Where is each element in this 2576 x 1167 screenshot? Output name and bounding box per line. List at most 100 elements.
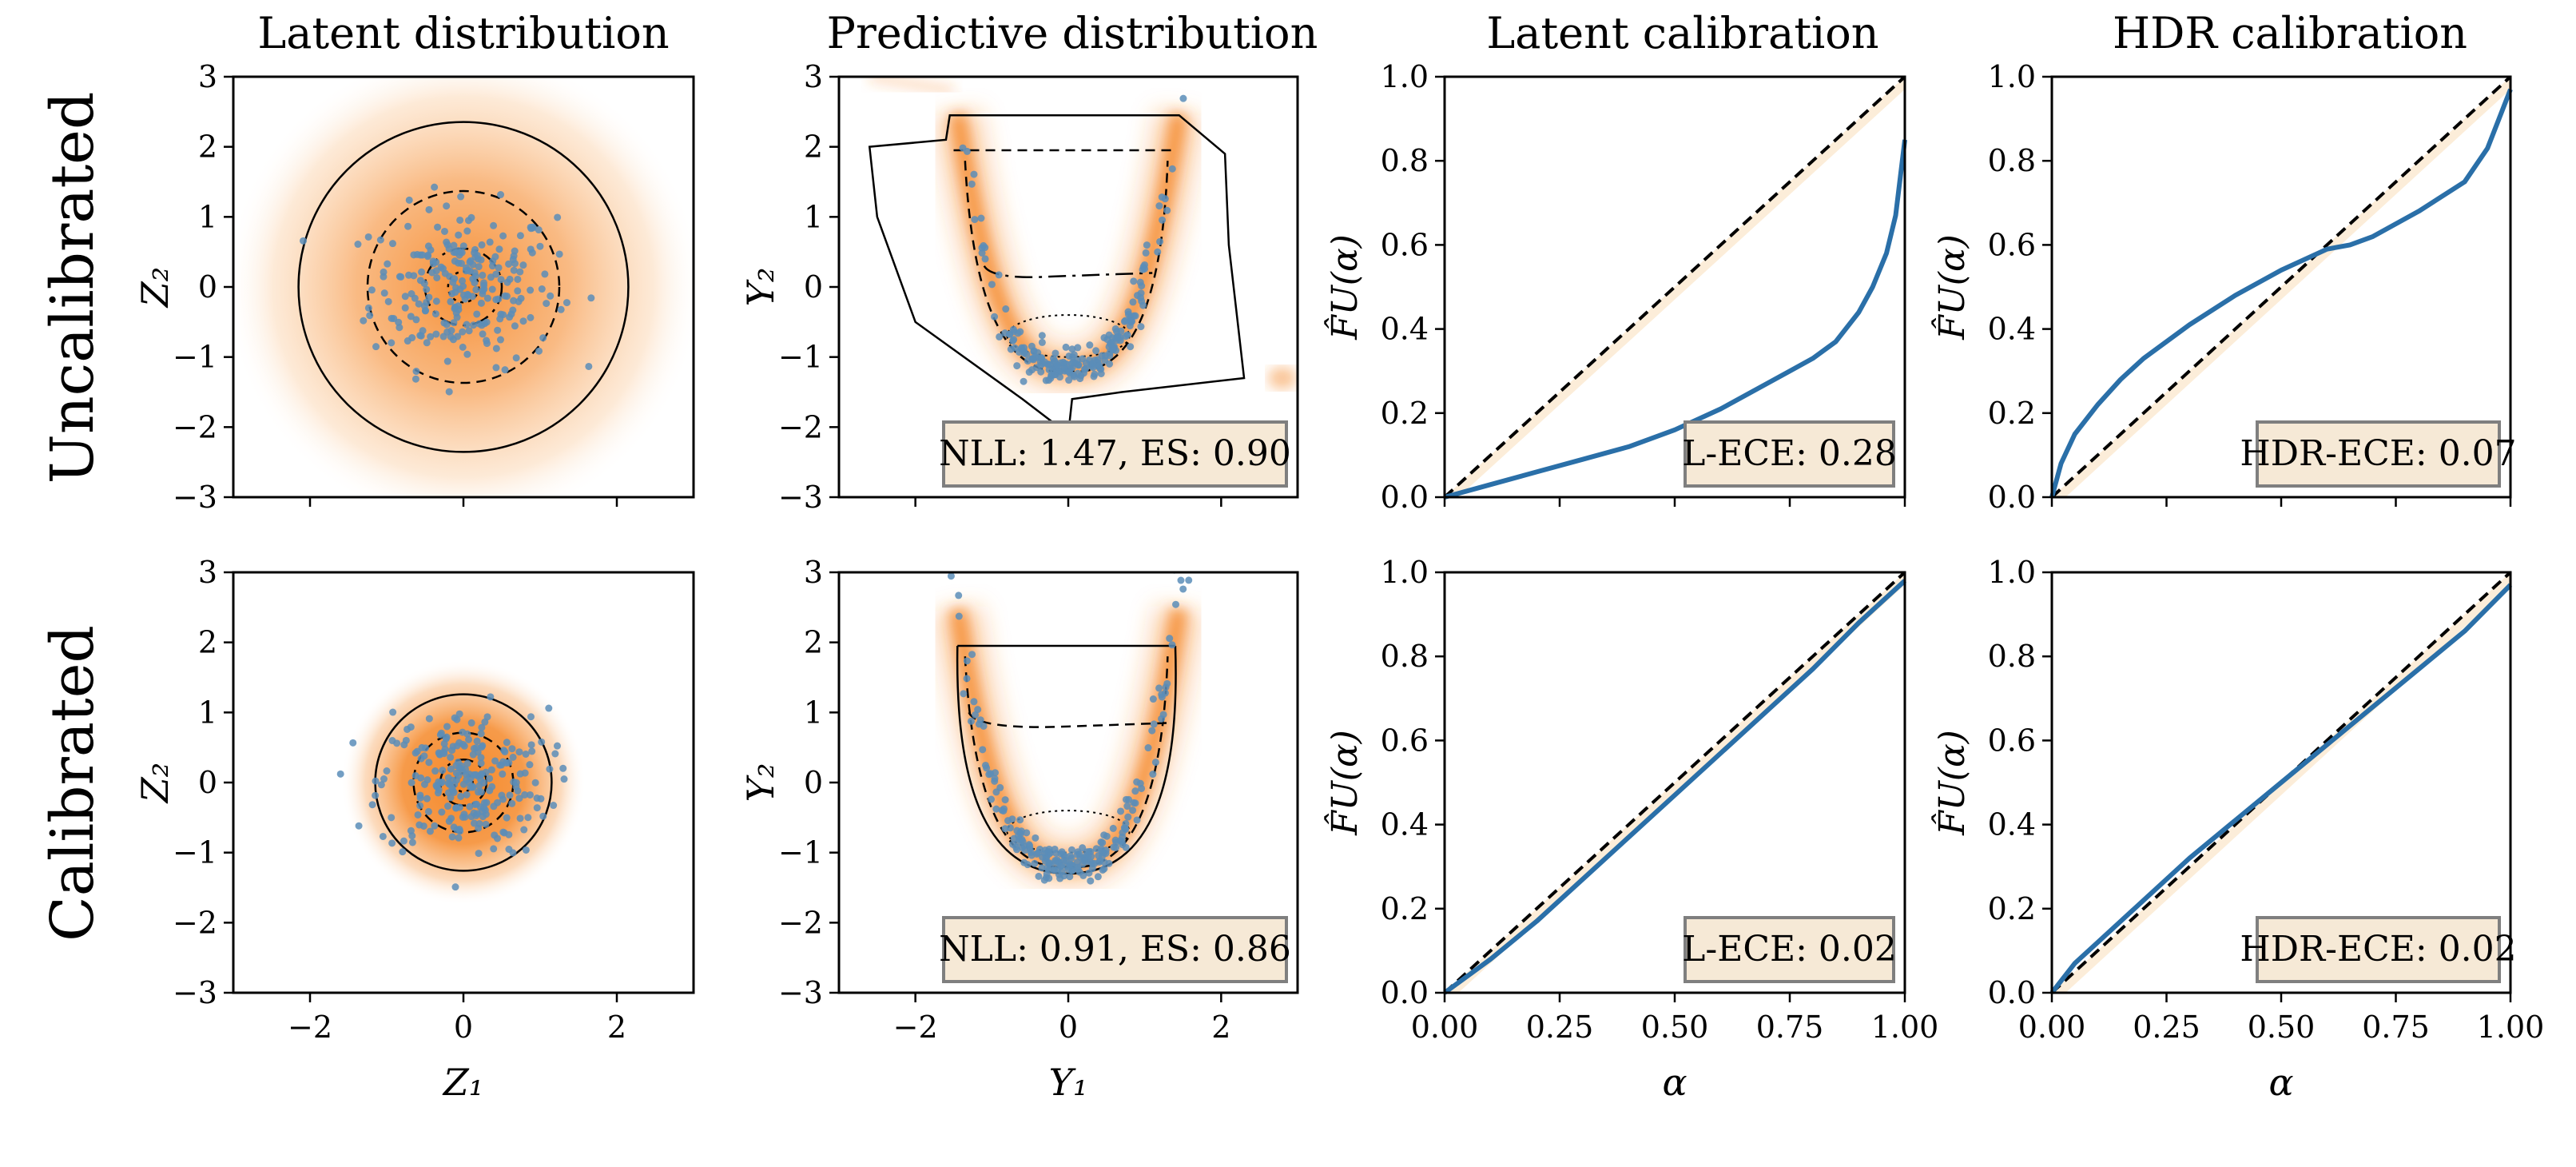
panel-r0-c0-point xyxy=(496,315,504,323)
panel-r0-c0-point xyxy=(471,249,479,257)
panel-r1-c3-xtick-label: 0.00 xyxy=(2018,1010,2086,1045)
panel-r0-c1-point xyxy=(1038,332,1046,340)
panel-r0-c0-point xyxy=(490,221,498,229)
panel-r1-c2-diagonal xyxy=(1443,571,1906,994)
panel-r0-c3-ytick-label: 0.2 xyxy=(1988,396,2036,431)
panel-r1-c1-xlabel: Y₁ xyxy=(1049,1061,1088,1104)
row-label-calibrated: Calibrated xyxy=(38,625,107,942)
panel-r0-c2-ytick-label: 0.2 xyxy=(1381,396,1429,431)
panel-r0-c0-point xyxy=(396,324,403,332)
panel-r0-c0-point xyxy=(510,297,518,305)
panel-r0-c1-ylabel: Y₂ xyxy=(739,268,782,307)
panel-r0-c0-point xyxy=(420,280,428,288)
panel-r1-c0-point xyxy=(473,810,481,818)
panel-r0-c0-point xyxy=(483,318,491,326)
panel-r1-c1-point xyxy=(1035,872,1043,880)
panel-r1-c3-annotation-box xyxy=(2256,916,2501,983)
panel-r1-c0-point xyxy=(408,832,416,840)
panel-r0-c2-ytick-label: 0.8 xyxy=(1381,143,1429,178)
panel-r0-c3-annotation: HDR-ECE: 0.07 xyxy=(2240,433,2516,474)
panel-r0-c1-point xyxy=(1002,305,1010,313)
panel-r0-c1-point xyxy=(1056,373,1064,381)
panel-r1-c0: −2 0 2 −3 −2 −1 0 1 2 3 Z₁ Z₂ xyxy=(133,555,695,1104)
panel-r1-c0-point xyxy=(415,821,423,829)
panel-r0-c1-contour-outer xyxy=(868,114,1246,436)
panel-r1-c2-ytick-label: 1.0 xyxy=(1381,555,1429,590)
panel-r0-c1-point xyxy=(991,313,999,321)
panel-r1-c0-point xyxy=(455,710,463,718)
panel-r1-c0-point xyxy=(444,774,452,782)
panel-r0-c3-ytick-label: 0.8 xyxy=(1988,143,2036,178)
panel-r1-c0-point xyxy=(531,779,539,787)
panel-r1-c1-annotation: NLL: 0.91, ES: 0.86 xyxy=(939,929,1291,970)
panel-r1-c0-point xyxy=(538,738,546,746)
panel-r0-c0-contour xyxy=(447,270,480,304)
panel-r0-c0-point xyxy=(506,313,514,321)
panel-r0-c0-point xyxy=(496,336,504,344)
panel-r0-c0-point xyxy=(563,299,570,307)
panel-r0-c1-point xyxy=(1106,360,1114,368)
panel-r0-c0-contour xyxy=(366,189,561,384)
panel-r1-c1-point xyxy=(972,711,980,719)
panel-r0-c0-point xyxy=(538,285,546,293)
panel-r1-c0-point xyxy=(450,823,458,831)
panel-r0-c0-point xyxy=(488,285,496,293)
panel-r1-c1-point xyxy=(960,690,968,698)
panel-r0-c1-point xyxy=(1155,202,1163,210)
panel-r0-c0-point xyxy=(495,264,503,272)
panel-r0-c0-point xyxy=(467,257,475,265)
panel-r0-c1-point xyxy=(1159,216,1167,224)
panel-r0-c0-point xyxy=(451,275,459,283)
panel-r1-c1-point xyxy=(1088,859,1096,867)
panel-r0-c1-point xyxy=(1020,377,1028,385)
panel-r0-c0-point xyxy=(539,334,547,342)
panel-r0-c1-point xyxy=(1179,94,1187,102)
panel-r1-c3-diagonal xyxy=(2050,571,2512,994)
panel-r0-c0-point xyxy=(492,345,500,352)
panel-r1-c0-point xyxy=(512,783,520,791)
panel-r0-c0-point xyxy=(510,266,518,274)
panel-r0-c0-contour xyxy=(297,121,630,453)
panel-r0-c0-point xyxy=(479,330,487,338)
panel-r1-c1-point xyxy=(992,788,1000,796)
panel-r1-c2-xtick-label: 1.00 xyxy=(1871,1010,1939,1045)
panel-r0-c2-series-line xyxy=(1444,139,1907,500)
panel-r1-c0-point xyxy=(349,739,357,747)
panel-r0-c0-point xyxy=(412,316,420,324)
panel-r1-c2-ytick-label: 0.2 xyxy=(1381,891,1429,926)
panel-r1-c1-point xyxy=(1138,784,1146,792)
panel-r1-c0-point xyxy=(447,815,455,822)
panel-r1-c1-ytick-label: 2 xyxy=(804,625,823,660)
panel-r0-c2-ytick-label: 0.4 xyxy=(1381,312,1429,347)
panel-r1-c1-point xyxy=(1045,859,1053,867)
panel-r0-c0-point xyxy=(445,388,453,396)
panel-r1-c1-point xyxy=(1155,684,1163,692)
panel-r1-c1-point xyxy=(1045,845,1053,853)
panel-r0-c1-point xyxy=(1139,263,1147,271)
panel-r1-c2-xlabel: α xyxy=(1662,1061,1687,1104)
panel-r1-c0-xlabel: Z₁ xyxy=(442,1061,483,1104)
panel-r1-c0-ytick-label: 1 xyxy=(198,695,217,730)
panel-r1-c3-xtick-label: 0.25 xyxy=(2133,1010,2200,1045)
panel-r0-c0-point xyxy=(514,287,522,295)
panel-r0-c1-point xyxy=(1020,348,1028,356)
panel-r0-c0-point xyxy=(475,320,483,328)
panel-r1-c0-point xyxy=(527,741,535,749)
panel-r0-c1-point xyxy=(996,333,1004,341)
panel-r1-c0-point xyxy=(455,826,463,834)
panel-r1-c1-xtick-label: −2 xyxy=(893,1010,938,1045)
panel-r0-c1-point xyxy=(1095,362,1103,370)
panel-r1-c1-point xyxy=(1098,852,1106,860)
panel-r1-c0-point xyxy=(425,759,433,767)
panel-r0-c0-point xyxy=(483,294,491,302)
panel-r1-c2: 0.00 0.25 0.50 0.75 1.00 0.0 0.2 0.4 0.6 0.8 1.0 α F… xyxy=(1323,555,1938,1104)
panel-r1-c0-point xyxy=(479,742,487,750)
panel-r1-c0-point xyxy=(486,775,494,783)
panel-r0-c0-point xyxy=(455,305,463,313)
panel-r0-c1-annotation: NLL: 1.47, ES: 0.90 xyxy=(939,433,1291,474)
panel-r1-c1-point xyxy=(1066,873,1074,881)
panel-r0-c0-point xyxy=(443,202,451,210)
panel-r1-c0-point xyxy=(383,767,391,775)
panel-r1-c0-ytick-label: 0 xyxy=(198,765,217,800)
panel-r0-c1-point xyxy=(988,281,996,289)
